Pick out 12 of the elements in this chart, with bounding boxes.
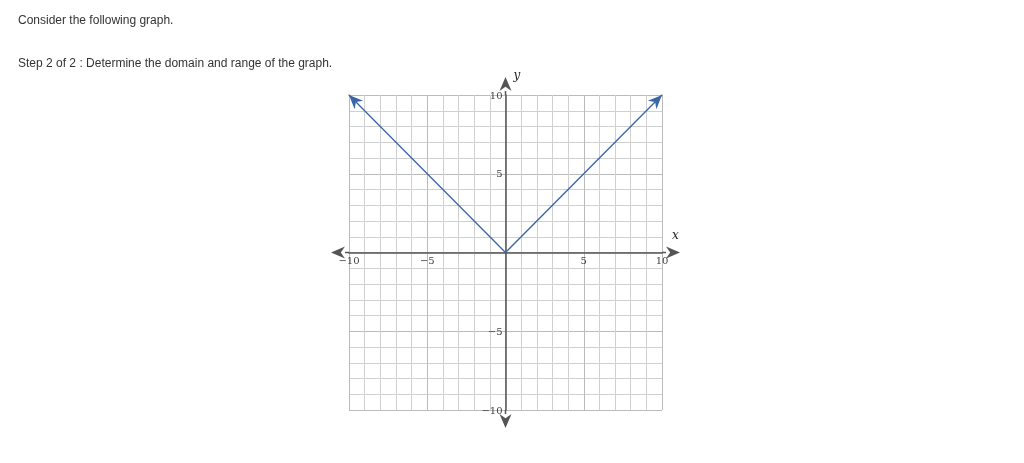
x-tick-label: 10: [655, 255, 669, 266]
y-tick-label: 10: [489, 89, 503, 101]
x-tick-label: −5: [419, 255, 435, 266]
y-tick-label: 5: [496, 168, 503, 180]
y-axis-title: y: [512, 68, 521, 82]
x-tick-label: 5: [580, 255, 587, 266]
text: Step 2 of 2 : Determine the domain and range of the graph.: [18, 56, 333, 70]
text: Consider the following graph.: [18, 13, 174, 27]
y-tick-label: −10: [481, 404, 503, 416]
x-tick-label: −10: [338, 255, 360, 266]
x-axis-title: x: [672, 227, 679, 242]
y-tick-label: −5: [487, 325, 503, 337]
